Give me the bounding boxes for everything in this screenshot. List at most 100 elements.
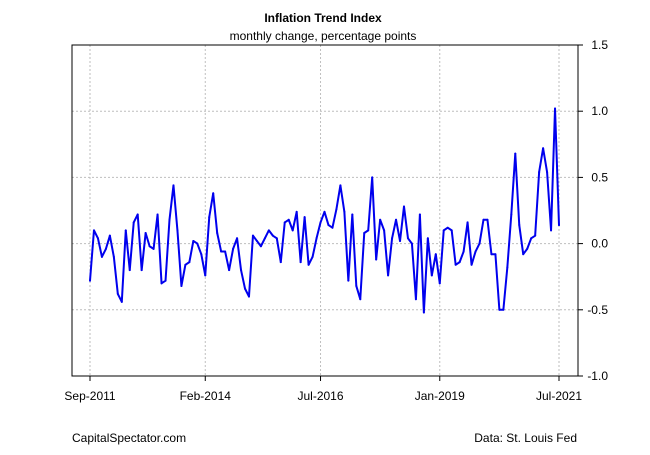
data-point bbox=[124, 229, 127, 232]
data-point bbox=[188, 261, 191, 264]
data-point bbox=[367, 229, 370, 232]
data-point bbox=[120, 300, 123, 303]
points-layer bbox=[89, 107, 560, 314]
data-point bbox=[224, 250, 227, 253]
data-point bbox=[156, 213, 159, 216]
data-point bbox=[116, 292, 119, 295]
data-point bbox=[307, 263, 310, 266]
data-point bbox=[514, 152, 517, 155]
data-point bbox=[108, 234, 111, 237]
data-point bbox=[494, 253, 497, 256]
data-point bbox=[279, 261, 282, 264]
data-point bbox=[534, 234, 537, 237]
data-point bbox=[430, 274, 433, 277]
y-tick-label: 1.5 bbox=[591, 38, 608, 52]
data-point bbox=[502, 308, 505, 311]
data-point bbox=[395, 218, 398, 221]
data-point bbox=[410, 242, 413, 245]
data-point bbox=[355, 284, 358, 287]
y-tick-label: -1.0 bbox=[587, 369, 608, 383]
data-point bbox=[383, 229, 386, 232]
data-point bbox=[140, 269, 143, 272]
data-point bbox=[112, 255, 115, 258]
data-point bbox=[530, 237, 533, 240]
data-point bbox=[538, 171, 541, 174]
data-point bbox=[438, 282, 441, 285]
data-point bbox=[442, 229, 445, 232]
data-point bbox=[283, 221, 286, 224]
data-point bbox=[554, 107, 557, 110]
data-point bbox=[550, 229, 553, 232]
data-point bbox=[259, 245, 262, 248]
data-point bbox=[164, 279, 167, 282]
data-point bbox=[184, 263, 187, 266]
data-point bbox=[331, 226, 334, 229]
x-tick-label: Feb-2014 bbox=[180, 389, 232, 403]
data-point bbox=[196, 242, 199, 245]
data-point bbox=[92, 229, 95, 232]
data-point bbox=[323, 210, 326, 213]
data-point bbox=[351, 213, 354, 216]
data-point bbox=[240, 269, 243, 272]
series-line bbox=[89, 107, 560, 314]
data-point bbox=[339, 184, 342, 187]
data-point bbox=[176, 229, 179, 232]
data-point bbox=[510, 213, 513, 216]
data-point bbox=[295, 210, 298, 213]
data-point bbox=[136, 213, 139, 216]
data-point bbox=[172, 184, 175, 187]
grid-layer bbox=[72, 44, 578, 377]
data-point bbox=[542, 147, 545, 150]
data-point bbox=[359, 298, 362, 301]
data-point bbox=[311, 255, 314, 258]
data-point bbox=[132, 221, 135, 224]
data-point bbox=[168, 218, 171, 221]
y-tick-label: 0.0 bbox=[591, 237, 608, 251]
data-point bbox=[128, 269, 131, 272]
data-point bbox=[486, 218, 489, 221]
data-point bbox=[470, 263, 473, 266]
plot-frame bbox=[71, 44, 579, 377]
data-point bbox=[100, 255, 103, 258]
data-point bbox=[236, 237, 239, 240]
data-point bbox=[414, 298, 417, 301]
data-point bbox=[347, 279, 350, 282]
data-point bbox=[200, 253, 203, 256]
data-point bbox=[406, 237, 409, 240]
data-point bbox=[152, 247, 155, 250]
data-point bbox=[343, 210, 346, 213]
data-point bbox=[220, 250, 223, 253]
y-tick-label: 0.5 bbox=[591, 170, 608, 184]
data-point bbox=[144, 232, 147, 235]
data-point bbox=[498, 308, 501, 311]
data-point bbox=[462, 250, 465, 253]
data-point bbox=[422, 311, 425, 314]
data-point bbox=[104, 247, 107, 250]
footer-source-site: CapitalSpectator.com bbox=[72, 431, 186, 445]
data-point bbox=[148, 245, 151, 248]
data-point bbox=[546, 171, 549, 174]
data-point bbox=[232, 247, 235, 250]
y-axis: -1.0 -0.5 0.0 0.5 1.0 1.5 bbox=[578, 38, 608, 383]
chart-subtitle: monthly change, percentage points bbox=[230, 29, 417, 43]
x-tick-label: Jul-2021 bbox=[536, 389, 582, 403]
data-point bbox=[478, 242, 481, 245]
data-point bbox=[247, 295, 250, 298]
y-tick-label: 1.0 bbox=[591, 104, 608, 118]
data-point bbox=[454, 263, 457, 266]
data-point bbox=[251, 234, 254, 237]
data-point bbox=[474, 250, 477, 253]
data-point bbox=[482, 218, 485, 221]
data-point bbox=[96, 237, 99, 240]
data-point bbox=[458, 261, 461, 264]
data-point bbox=[522, 253, 525, 256]
data-point bbox=[192, 239, 195, 242]
data-point bbox=[291, 229, 294, 232]
data-point bbox=[271, 234, 274, 237]
data-point bbox=[434, 253, 437, 256]
data-point bbox=[399, 239, 402, 242]
data-point bbox=[327, 224, 330, 227]
x-tick-label: Jul-2016 bbox=[298, 389, 344, 403]
x-tick-label: Sep-2011 bbox=[64, 389, 115, 403]
